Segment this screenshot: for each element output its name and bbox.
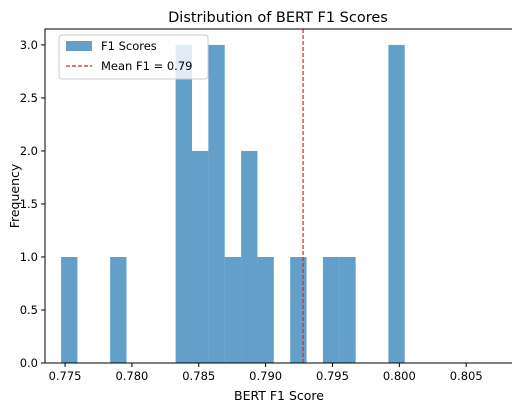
x-axis-label: BERT F1 Score [234,388,324,403]
x-tick-label: 0.795 [316,369,349,383]
histogram-bar [257,256,274,363]
x-tick-label: 0.790 [249,369,282,383]
x-tick-label: 0.775 [49,369,82,383]
y-axis-label: Frequency [7,163,22,228]
y-tick-label: 0.5 [20,303,38,317]
y-tick-label: 2.5 [20,91,38,105]
histogram-bar [224,256,242,363]
histogram-bar [241,150,258,363]
histogram-bars [61,44,405,364]
legend-label-f1-scores: F1 Scores [101,39,157,53]
y-tick-label: 1.5 [20,197,38,211]
histogram-bar [208,44,225,364]
x-tick-label: 0.800 [383,369,416,383]
y-tick-label: 2.0 [20,144,38,158]
y-tick-label: 1.0 [20,250,38,264]
x-tick-label: 0.785 [182,369,215,383]
legend: F1 Scores Mean F1 = 0.79 [58,34,209,80]
y-tick-label: 3.0 [20,38,38,52]
x-tick-label: 0.805 [450,369,483,383]
histogram-bar [322,256,340,363]
histogram-bar [290,256,307,363]
legend-label-mean: Mean F1 = 0.79 [101,59,192,73]
histogram-bar [61,256,78,363]
histogram-bar [110,256,127,363]
histogram-bar [191,150,209,363]
x-axis-ticks: 0.775 0.780 0.785 0.790 0.795 0.800 0.805 [49,363,483,383]
chart-title: Distribution of BERT F1 Scores [168,10,388,26]
histogram-bar [388,44,405,364]
histogram-bar [339,256,356,363]
legend-box [58,34,209,80]
y-axis-ticks: 0.0 0.5 1.0 1.5 2.0 2.5 3.0 [20,38,45,370]
histogram-bar [175,44,192,364]
y-tick-label: 0.0 [20,356,38,370]
legend-swatch-f1-scores [66,41,92,51]
x-tick-label: 0.780 [115,369,148,383]
plot-frame [44,28,512,364]
